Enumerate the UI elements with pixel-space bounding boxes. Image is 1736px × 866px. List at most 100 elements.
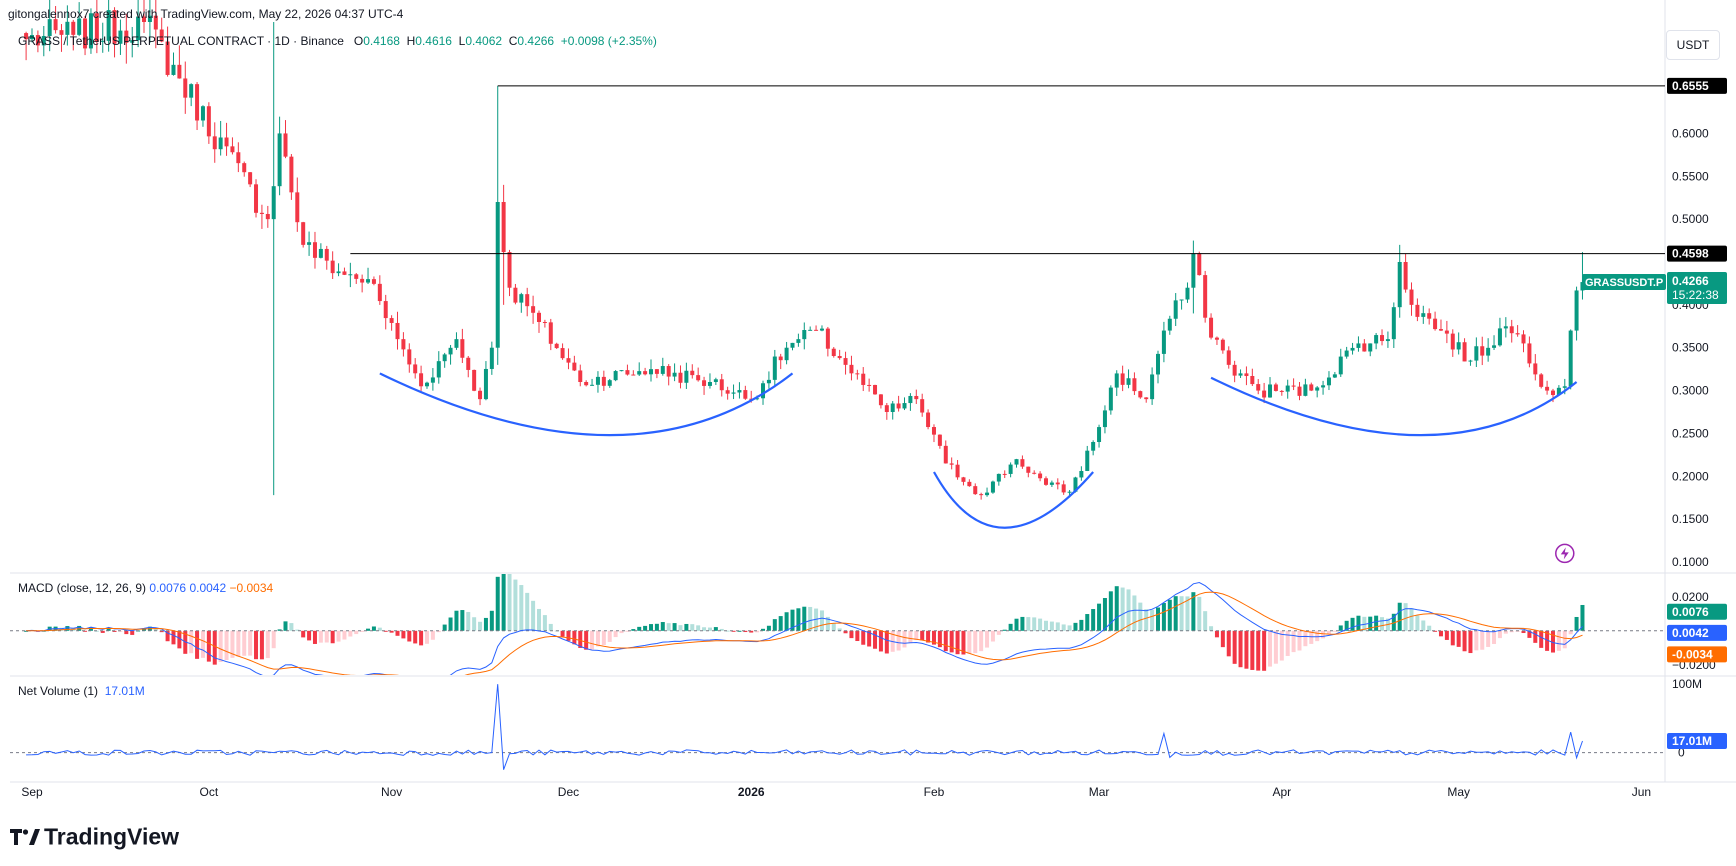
candle[interactable] bbox=[1214, 336, 1219, 345]
candle[interactable] bbox=[489, 341, 494, 375]
candle[interactable] bbox=[448, 344, 453, 365]
candle[interactable] bbox=[696, 367, 701, 382]
candle[interactable] bbox=[654, 369, 659, 379]
candle[interactable] bbox=[318, 243, 323, 259]
candle[interactable] bbox=[1197, 251, 1202, 276]
candle[interactable] bbox=[171, 52, 176, 76]
candle[interactable] bbox=[678, 365, 683, 389]
macd-signal-line[interactable] bbox=[26, 591, 1583, 681]
symbol-legend[interactable]: GRASS / TetherUS PERPETUAL CONTRACT · 1D… bbox=[18, 34, 657, 48]
candle[interactable] bbox=[625, 364, 630, 376]
candle[interactable] bbox=[1238, 369, 1243, 378]
candle[interactable] bbox=[819, 325, 824, 332]
candle[interactable] bbox=[35, 30, 40, 53]
candle[interactable] bbox=[931, 424, 936, 443]
candle[interactable] bbox=[377, 275, 382, 305]
candle[interactable] bbox=[1279, 390, 1284, 396]
candle[interactable] bbox=[1250, 368, 1255, 386]
candle[interactable] bbox=[1203, 270, 1208, 323]
candle[interactable] bbox=[1262, 382, 1267, 404]
candle[interactable] bbox=[1527, 336, 1532, 368]
candle[interactable] bbox=[259, 204, 264, 229]
candle[interactable] bbox=[973, 483, 978, 495]
candle[interactable] bbox=[613, 370, 618, 382]
candle[interactable] bbox=[1014, 458, 1019, 468]
candle[interactable] bbox=[1097, 424, 1102, 448]
candle[interactable] bbox=[943, 440, 948, 464]
candle[interactable] bbox=[336, 263, 341, 277]
candle[interactable] bbox=[1385, 331, 1390, 348]
candle[interactable] bbox=[254, 179, 259, 218]
candle[interactable] bbox=[784, 341, 789, 365]
rounded-bottom-curve[interactable] bbox=[1210, 376, 1578, 437]
candle[interactable] bbox=[766, 371, 771, 389]
candle[interactable] bbox=[1403, 254, 1408, 293]
candle[interactable] bbox=[183, 61, 188, 114]
candle[interactable] bbox=[914, 389, 919, 404]
candle[interactable] bbox=[1427, 308, 1432, 325]
candle[interactable] bbox=[383, 294, 388, 330]
candle[interactable] bbox=[1480, 336, 1485, 366]
candle[interactable] bbox=[389, 315, 394, 331]
candle[interactable] bbox=[1161, 321, 1166, 363]
candle[interactable] bbox=[985, 487, 990, 497]
candle[interactable] bbox=[1049, 480, 1054, 487]
candle[interactable] bbox=[1332, 371, 1337, 379]
candle[interactable] bbox=[65, 5, 70, 46]
candle[interactable] bbox=[1321, 380, 1326, 395]
candle[interactable] bbox=[1309, 382, 1314, 392]
candle[interactable] bbox=[360, 274, 365, 293]
candle[interactable] bbox=[189, 83, 194, 107]
candle[interactable] bbox=[1108, 385, 1113, 415]
candle[interactable] bbox=[702, 376, 707, 395]
candle[interactable] bbox=[218, 120, 223, 156]
candle[interactable] bbox=[265, 205, 270, 228]
candle[interactable] bbox=[71, 19, 76, 51]
candle[interactable] bbox=[990, 480, 995, 494]
candle[interactable] bbox=[307, 231, 312, 256]
candle[interactable] bbox=[1568, 329, 1573, 390]
candle[interactable] bbox=[1344, 346, 1349, 359]
candle[interactable] bbox=[507, 249, 512, 297]
candle[interactable] bbox=[1273, 382, 1278, 392]
candle[interactable] bbox=[843, 351, 848, 375]
candle[interactable] bbox=[177, 45, 182, 79]
candle[interactable] bbox=[1156, 350, 1161, 384]
candle[interactable] bbox=[442, 352, 447, 368]
candle[interactable] bbox=[955, 460, 960, 480]
candle[interactable] bbox=[142, 0, 147, 33]
candle[interactable] bbox=[100, 22, 105, 53]
candle[interactable] bbox=[1468, 359, 1473, 366]
candle[interactable] bbox=[165, 26, 170, 77]
candle[interactable] bbox=[1120, 365, 1125, 392]
candle[interactable] bbox=[466, 355, 471, 378]
candle[interactable] bbox=[1509, 319, 1514, 343]
candle[interactable] bbox=[808, 326, 813, 331]
candle[interactable] bbox=[1444, 320, 1449, 344]
candle[interactable] bbox=[159, 17, 164, 43]
candle[interactable] bbox=[124, 13, 129, 64]
candle[interactable] bbox=[1433, 311, 1438, 331]
price-pane[interactable] bbox=[24, 0, 1665, 564]
candle[interactable] bbox=[1132, 372, 1137, 396]
candle[interactable] bbox=[1486, 338, 1491, 362]
candle[interactable] bbox=[536, 310, 541, 333]
candle[interactable] bbox=[713, 377, 718, 385]
candle[interactable] bbox=[1026, 466, 1031, 478]
candle[interactable] bbox=[342, 267, 347, 276]
candle[interactable] bbox=[837, 349, 842, 360]
candle[interactable] bbox=[1209, 313, 1214, 340]
candle[interactable] bbox=[1167, 315, 1172, 335]
candle[interactable] bbox=[949, 457, 954, 470]
candle[interactable] bbox=[1138, 390, 1143, 399]
candle[interactable] bbox=[330, 251, 335, 280]
candle[interactable] bbox=[77, 2, 82, 37]
candle[interactable] bbox=[1409, 282, 1414, 316]
candle[interactable] bbox=[1008, 462, 1013, 478]
candle[interactable] bbox=[236, 142, 241, 173]
candle[interactable] bbox=[301, 221, 306, 248]
candle[interactable] bbox=[366, 267, 371, 284]
candle[interactable] bbox=[1515, 325, 1520, 337]
candle[interactable] bbox=[47, 0, 52, 52]
